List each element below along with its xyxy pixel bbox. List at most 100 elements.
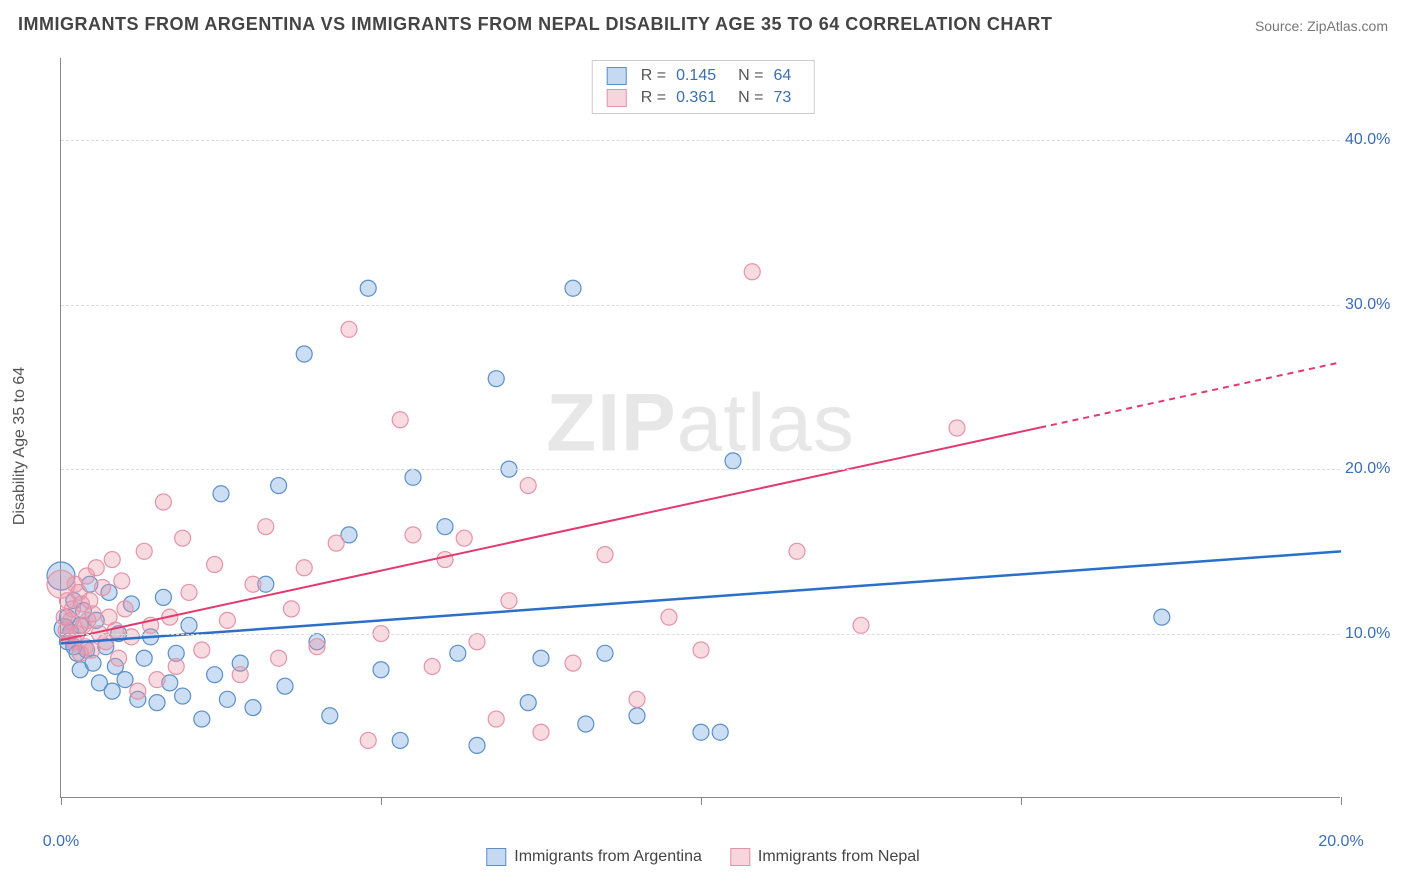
legend-swatch-argentina	[607, 67, 627, 85]
legend-item: Immigrants from Nepal	[730, 848, 920, 866]
scatter-point-argentina	[597, 645, 613, 661]
scatter-point-argentina	[360, 280, 376, 296]
scatter-point-nepal	[219, 612, 235, 628]
scatter-point-nepal	[533, 724, 549, 740]
scatter-point-argentina	[155, 589, 171, 605]
scatter-point-nepal	[693, 642, 709, 658]
legend-stats-row: R = 0.145 N = 64	[607, 65, 800, 87]
scatter-point-nepal	[149, 672, 165, 688]
scatter-point-nepal	[424, 658, 440, 674]
y-axis-label: Disability Age 35 to 64	[11, 367, 29, 525]
x-tick-label: 20.0%	[1318, 833, 1363, 851]
scatter-point-nepal	[661, 609, 677, 625]
legend-swatch-nepal	[607, 89, 627, 107]
scatter-point-argentina	[693, 724, 709, 740]
gridline	[61, 634, 1340, 635]
scatter-point-argentina	[725, 453, 741, 469]
legend-stats: R = 0.145 N = 64 R = 0.361 N = 73	[592, 60, 815, 114]
y-tick-label: 10.0%	[1345, 625, 1400, 643]
scatter-point-nepal	[104, 552, 120, 568]
scatter-point-nepal	[47, 570, 75, 598]
scatter-point-nepal	[501, 593, 517, 609]
n-label: N =	[738, 67, 763, 85]
scatter-point-argentina	[450, 645, 466, 661]
scatter-point-nepal	[853, 617, 869, 633]
scatter-point-nepal	[155, 494, 171, 510]
scatter-point-argentina	[629, 708, 645, 724]
scatter-point-nepal	[469, 634, 485, 650]
y-tick-label: 30.0%	[1345, 296, 1400, 314]
scatter-point-argentina	[322, 708, 338, 724]
x-tick	[61, 797, 62, 805]
scatter-point-argentina	[181, 617, 197, 633]
scatter-point-nepal	[488, 711, 504, 727]
scatter-point-argentina	[373, 662, 389, 678]
scatter-point-nepal	[789, 543, 805, 559]
scatter-point-nepal	[744, 264, 760, 280]
scatter-point-argentina	[565, 280, 581, 296]
scatter-point-nepal	[360, 732, 376, 748]
scatter-point-argentina	[117, 672, 133, 688]
n-label: N =	[738, 89, 763, 107]
scatter-point-nepal	[296, 560, 312, 576]
scatter-point-nepal	[520, 478, 536, 494]
scatter-point-argentina	[104, 683, 120, 699]
source-attribution: Source: ZipAtlas.com	[1255, 18, 1388, 34]
legend-swatch-nepal	[730, 848, 750, 866]
scatter-point-nepal	[84, 642, 100, 658]
legend-item: Immigrants from Argentina	[486, 848, 702, 866]
scatter-point-nepal	[85, 606, 101, 622]
scatter-point-argentina	[578, 716, 594, 732]
scatter-point-nepal	[181, 584, 197, 600]
scatter-point-nepal	[405, 527, 421, 543]
n-value-argentina: 64	[773, 67, 791, 85]
plot-area: ZIPatlas 10.0%20.0%30.0%40.0%0.0%20.0%	[60, 58, 1340, 798]
scatter-point-nepal	[437, 552, 453, 568]
legend-swatch-argentina	[486, 848, 506, 866]
scatter-point-nepal	[136, 543, 152, 559]
scatter-point-nepal	[130, 683, 146, 699]
r-label: R =	[641, 89, 666, 107]
regression-line-argentina	[61, 551, 1341, 643]
gridline	[61, 305, 1340, 306]
scatter-point-nepal	[168, 658, 184, 674]
scatter-point-nepal	[341, 321, 357, 337]
scatter-point-argentina	[712, 724, 728, 740]
scatter-point-argentina	[469, 737, 485, 753]
y-tick-label: 20.0%	[1345, 460, 1400, 478]
scatter-point-nepal	[949, 420, 965, 436]
scatter-point-nepal	[328, 535, 344, 551]
scatter-point-argentina	[437, 519, 453, 535]
r-value-nepal: 0.361	[676, 89, 716, 107]
scatter-point-nepal	[629, 691, 645, 707]
scatter-point-nepal	[565, 655, 581, 671]
scatter-point-argentina	[175, 688, 191, 704]
scatter-point-argentina	[245, 700, 261, 716]
x-tick	[381, 797, 382, 805]
scatter-point-nepal	[456, 530, 472, 546]
gridline	[61, 140, 1340, 141]
scatter-point-nepal	[175, 530, 191, 546]
scatter-point-nepal	[95, 580, 111, 596]
scatter-point-nepal	[309, 639, 325, 655]
scatter-point-nepal	[392, 412, 408, 428]
scatter-point-argentina	[1154, 609, 1170, 625]
r-label: R =	[641, 67, 666, 85]
legend-label: Immigrants from Nepal	[758, 848, 920, 866]
regression-line-dashed-nepal	[1040, 362, 1341, 427]
scatter-point-argentina	[194, 711, 210, 727]
scatter-point-argentina	[392, 732, 408, 748]
scatter-point-argentina	[213, 486, 229, 502]
scatter-point-nepal	[283, 601, 299, 617]
scatter-point-argentina	[277, 678, 293, 694]
legend-series: Immigrants from Argentina Immigrants fro…	[486, 848, 919, 866]
scatter-point-nepal	[117, 601, 133, 617]
scatter-point-nepal	[245, 576, 261, 592]
scatter-point-nepal	[194, 642, 210, 658]
chart-title: IMMIGRANTS FROM ARGENTINA VS IMMIGRANTS …	[18, 14, 1052, 35]
scatter-point-nepal	[258, 519, 274, 535]
scatter-point-argentina	[207, 667, 223, 683]
scatter-point-argentina	[533, 650, 549, 666]
scatter-point-argentina	[520, 695, 536, 711]
scatter-point-argentina	[405, 469, 421, 485]
